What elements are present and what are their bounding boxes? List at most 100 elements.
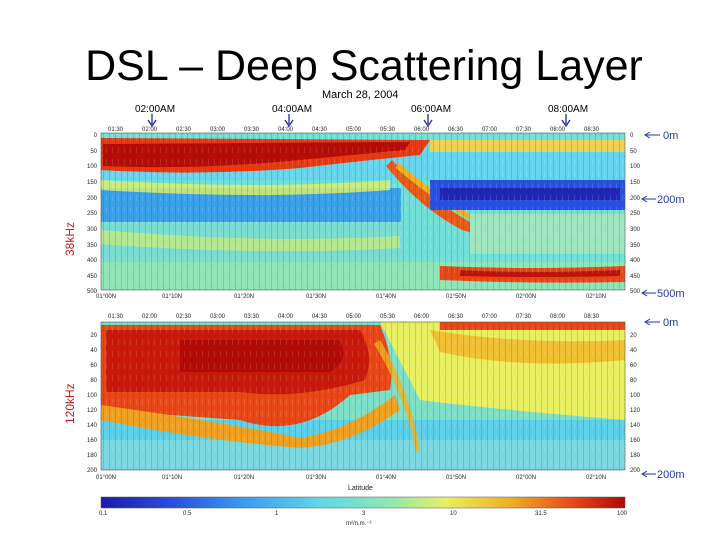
svg-text:500: 500	[87, 289, 98, 295]
svg-text:1: 1	[275, 511, 279, 517]
svg-text:200m: 200m	[657, 194, 685, 206]
svg-text:0: 0	[630, 133, 634, 139]
svg-text:01°20N: 01°20N	[234, 475, 254, 481]
svg-text:60: 60	[90, 363, 97, 369]
down-arrow-icon	[561, 114, 571, 128]
colorbar-unit-label: m²/n.m.⁻²	[346, 521, 372, 527]
svg-text:0m: 0m	[663, 130, 678, 142]
svg-text:180: 180	[630, 453, 641, 459]
down-arrow-icon	[284, 114, 294, 128]
svg-text:01:30: 01:30	[108, 314, 124, 320]
svg-text:06:30: 06:30	[448, 314, 464, 320]
svg-text:08:00: 08:00	[550, 314, 566, 320]
svg-text:250: 250	[630, 211, 641, 217]
svg-text:80: 80	[630, 378, 637, 384]
top-time-axis: 01:30 02:00 02:30 03:00 03:30 04:00 04:3…	[108, 127, 600, 133]
svg-text:01°10N: 01°10N	[162, 294, 182, 300]
svg-text:07:30: 07:30	[516, 314, 532, 320]
top-depth-callouts: 0m 200m 500m	[641, 130, 685, 300]
svg-text:08:30: 08:30	[584, 314, 600, 320]
svg-text:05:30: 05:30	[380, 314, 396, 320]
marker-label: 06:00AM	[411, 104, 451, 115]
latitude-label: Latitude	[348, 485, 373, 492]
svg-text:04:30: 04:30	[312, 127, 328, 133]
svg-text:03:00: 03:00	[210, 314, 226, 320]
svg-text:05:00: 05:00	[346, 127, 362, 133]
svg-text:01°10N: 01°10N	[162, 475, 182, 481]
svg-text:160: 160	[87, 438, 98, 444]
svg-text:01°30N: 01°30N	[306, 475, 326, 481]
marker-label: 02:00AM	[135, 104, 175, 115]
svg-text:0.5: 0.5	[183, 511, 192, 517]
top-latitude-axis: 01°00N 01°10N 01°20N 01°30N 01°40N 01°50…	[96, 294, 606, 300]
svg-text:200: 200	[87, 468, 98, 474]
marker-label: 08:00AM	[548, 104, 588, 115]
left-arrow-icon	[644, 131, 660, 139]
svg-text:05:00: 05:00	[346, 314, 362, 320]
top-depth-axis-right: 0 50 100 150 200 250 300 350 400 450 500	[630, 133, 641, 295]
svg-text:05:30: 05:30	[380, 127, 396, 133]
svg-text:80: 80	[90, 378, 97, 384]
left-arrow-icon	[644, 318, 660, 326]
svg-text:02:00: 02:00	[142, 314, 158, 320]
svg-text:100: 100	[630, 393, 641, 399]
bottom-echogram	[100, 321, 626, 471]
svg-text:0.1: 0.1	[99, 511, 108, 517]
svg-text:01°40N: 01°40N	[376, 294, 396, 300]
svg-text:200m: 200m	[657, 469, 685, 481]
svg-text:50: 50	[90, 149, 97, 155]
svg-text:02°10N: 02°10N	[586, 294, 606, 300]
date-label: March 28, 2004	[322, 89, 398, 101]
svg-text:160: 160	[630, 438, 641, 444]
svg-text:01°00N: 01°00N	[96, 475, 116, 481]
svg-text:01°50N: 01°50N	[446, 294, 466, 300]
svg-text:120: 120	[630, 408, 641, 414]
svg-text:500: 500	[630, 289, 641, 295]
slide-title: DSL – Deep Scattering Layer	[85, 42, 643, 90]
svg-text:400: 400	[87, 258, 98, 264]
svg-text:350: 350	[630, 243, 641, 249]
svg-text:04:00: 04:00	[278, 127, 294, 133]
svg-text:100: 100	[630, 164, 641, 170]
svg-text:350: 350	[87, 243, 98, 249]
left-arrow-icon	[641, 470, 656, 478]
svg-text:08:30: 08:30	[584, 127, 600, 133]
svg-text:20: 20	[630, 333, 637, 339]
svg-text:0m: 0m	[663, 317, 678, 329]
svg-text:08:00: 08:00	[550, 127, 566, 133]
svg-text:100: 100	[87, 393, 98, 399]
svg-text:40: 40	[90, 348, 97, 354]
svg-text:3: 3	[362, 511, 366, 517]
svg-text:31.5: 31.5	[535, 511, 547, 517]
svg-text:02°10N: 02°10N	[586, 475, 606, 481]
svg-text:50: 50	[630, 149, 637, 155]
svg-text:140: 140	[630, 423, 641, 429]
svg-text:300: 300	[630, 227, 641, 233]
svg-text:150: 150	[87, 180, 98, 186]
marker-label: 04:00AM	[272, 104, 312, 115]
svg-text:03:30: 03:30	[244, 314, 260, 320]
svg-text:02°00N: 02°00N	[516, 475, 536, 481]
svg-text:120: 120	[87, 408, 98, 414]
svg-text:02:30: 02:30	[176, 127, 192, 133]
svg-text:02:00: 02:00	[142, 127, 158, 133]
svg-text:01°50N: 01°50N	[446, 475, 466, 481]
top-echogram	[100, 132, 626, 291]
svg-text:03:00: 03:00	[210, 127, 226, 133]
svg-text:100: 100	[617, 511, 628, 517]
svg-text:60: 60	[630, 363, 637, 369]
bottom-time-axis: 01:30 02:00 02:30 03:00 03:30 04:00 04:3…	[108, 314, 600, 320]
svg-text:07:00: 07:00	[482, 127, 498, 133]
svg-text:04:00: 04:00	[278, 314, 294, 320]
svg-text:06:00: 06:00	[414, 127, 430, 133]
svg-text:10: 10	[450, 511, 457, 517]
svg-text:500m: 500m	[657, 288, 685, 300]
svg-text:02°00N: 02°00N	[516, 294, 536, 300]
bottom-depth-axis-right: 20 40 60 80 100 120 140 160 180 200	[630, 333, 641, 474]
colorbar: 0.1 0.5 1 3 10 31.5 100 m²/n.m.⁻²	[99, 496, 628, 527]
svg-text:180: 180	[87, 453, 98, 459]
svg-text:300: 300	[87, 227, 98, 233]
svg-text:07:00: 07:00	[482, 314, 498, 320]
svg-text:01°30N: 01°30N	[306, 294, 326, 300]
svg-text:250: 250	[87, 211, 98, 217]
